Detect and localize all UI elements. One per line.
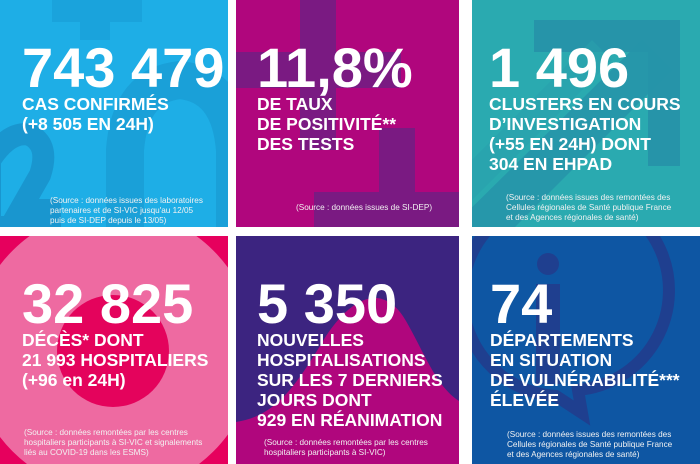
tile-positivity-rate: 11,8% DE TAUX DE POSITIVITÉ** DES TESTS …	[236, 0, 459, 227]
source-line: puis de SI-DEP depuis le 13/05)	[50, 216, 167, 225]
label-line: CLUSTERS EN COURS	[489, 94, 681, 114]
label-line: 21 993 HOSPITALIERS	[22, 350, 209, 370]
clusters-source: (Source : données issues des remontées d…	[506, 193, 671, 223]
label-line: JOURS DONT	[257, 390, 372, 410]
source-line: (Source : données issues de SI-DEP)	[296, 203, 433, 212]
label-line: DES TESTS	[257, 134, 355, 154]
confirmed-cases-value: 743 479	[22, 36, 225, 99]
curve-hill-decoration-icon	[236, 298, 459, 464]
positivity-rate-label: DE TAUX DE POSITIVITÉ** DES TESTS	[257, 94, 396, 154]
deaths-label: DÉCÈS* DONT 21 993 HOSPITALIERS (+96 en …	[22, 330, 208, 390]
label-line: 929 EN RÉANIMATION	[257, 410, 443, 430]
deaths-source: (Source : données remontées par les cent…	[24, 428, 202, 458]
deaths-value: 32 825	[22, 272, 194, 335]
vulnerable-departments-value: 74	[490, 272, 553, 335]
source-line: partenaires et de SI-VIC jusqu'au 12/05	[50, 206, 194, 215]
up-arrow-decoration-icon	[472, 20, 680, 227]
clusters-label: CLUSTERS EN COURS D’INVESTIGATION (+55 E…	[489, 94, 681, 174]
source-line: (Source : données issues des remontées d…	[506, 193, 671, 202]
hospitalisations-value: 5 350	[257, 272, 398, 335]
source-line: (Source : données issues des remontées d…	[507, 430, 672, 439]
label-line: DÉPARTEMENTS	[490, 330, 634, 350]
label-line: NOUVELLES	[257, 330, 364, 350]
source-line: (Source : données issues des laboratoire…	[50, 196, 203, 205]
label-line: DÉCÈS* DONT	[22, 330, 144, 350]
source-line: (Source : données remontées par les cent…	[24, 428, 188, 437]
source-line: (Source : données remontées par les cent…	[264, 438, 428, 447]
hospitalisations-source: (Source : données remontées par les cent…	[264, 438, 428, 458]
label-line: HOSPITALISATIONS	[257, 350, 426, 370]
tile-deaths: 32 825 DÉCÈS* DONT 21 993 HOSPITALIERS (…	[0, 236, 228, 464]
label-line: EN SITUATION	[490, 350, 613, 370]
positivity-rate-value: 11,8%	[257, 36, 413, 99]
label-line: DE VULNÉRABILITÉ***	[490, 370, 680, 390]
label-line: D’INVESTIGATION	[489, 114, 642, 134]
label-line: DE POSITIVITÉ**	[257, 114, 397, 134]
confirmed-cases-source: (Source : données issues des laboratoire…	[50, 196, 203, 226]
source-line: Cellules régionales de Santé publique Fr…	[507, 440, 673, 449]
tile-clusters: 1 496 CLUSTERS EN COURS D’INVESTIGATION …	[472, 0, 700, 227]
source-line: hospitaliers participants à SI-VIC)	[264, 448, 386, 457]
label-line: 304 EN EHPAD	[489, 154, 613, 174]
source-line: et des Agences régionales de santé)	[506, 213, 639, 222]
target-circles-decoration-icon	[0, 236, 228, 464]
vulnerable-departments-source: (Source : données issues des remontées d…	[507, 430, 672, 460]
source-line: Cellules régionales de Santé publique Fr…	[506, 203, 672, 212]
vulnerable-departments-label: DÉPARTEMENTS EN SITUATION DE VULNÉRABILI…	[490, 330, 680, 410]
hospitalisations-label: NOUVELLES HOSPITALISATIONS SUR LES 7 DER…	[257, 330, 443, 430]
plus-2020-decoration-icon	[0, 0, 228, 227]
tile-hospitalisations: 5 350 NOUVELLES HOSPITALISATIONS SUR LES…	[236, 236, 459, 464]
label-line: (+55 EN 24H) DONT	[489, 134, 651, 154]
source-line: liés au COVID-19 dans les ESMS)	[24, 448, 149, 457]
source-line: et des Agences régionales de santé)	[507, 450, 640, 459]
label-line: (+96 en 24H)	[22, 370, 126, 390]
clusters-value: 1 496	[489, 36, 630, 99]
tile-vulnerable-departments: 74 DÉPARTEMENTS EN SITUATION DE VULNÉRAB…	[472, 236, 700, 464]
tile-confirmed-cases: 743 479 CAS CONFIRMÉS (+8 505 EN 24H) (S…	[0, 0, 228, 227]
label-line: CAS CONFIRMÉS	[22, 94, 169, 114]
info-bubble-decoration-icon	[472, 236, 675, 426]
source-line: hospitaliers participants à SI-VIC et si…	[24, 438, 203, 447]
label-line: ÉLEVÉE	[490, 390, 560, 410]
confirmed-cases-label: CAS CONFIRMÉS (+8 505 EN 24H)	[22, 94, 169, 134]
label-line: SUR LES 7 DERNIERS	[257, 370, 443, 390]
positivity-rate-source: (Source : données issues de SI-DEP)	[296, 203, 432, 213]
label-line: DE TAUX	[257, 94, 333, 114]
plus-cross-decoration-icon	[236, 0, 459, 227]
label-line: (+8 505 EN 24H)	[22, 114, 154, 134]
